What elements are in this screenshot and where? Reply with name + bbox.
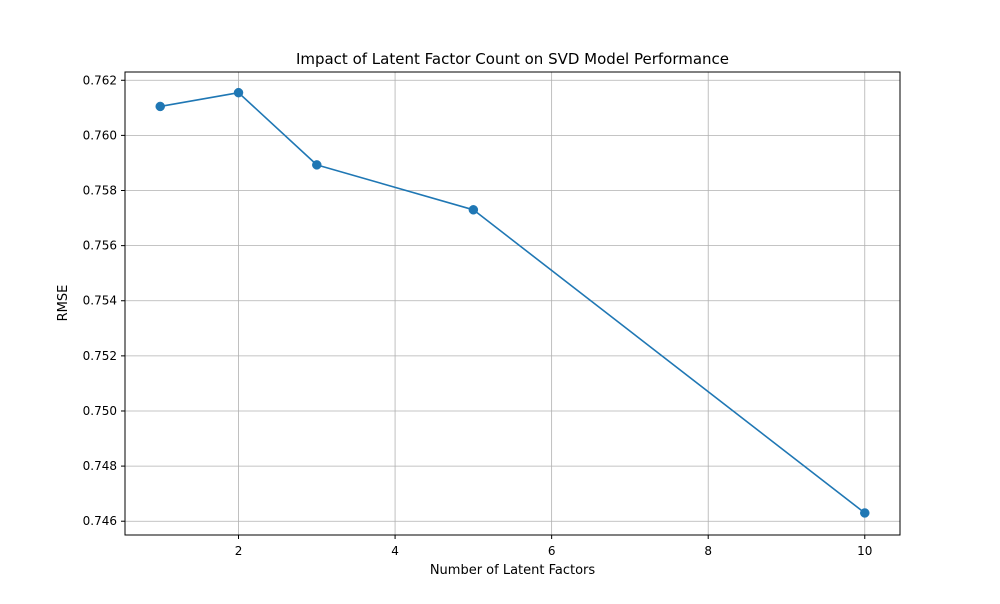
x-axis-label: Number of Latent Factors: [430, 563, 596, 578]
y-axis-label: RMSE: [56, 285, 71, 322]
data-point: [860, 508, 870, 518]
y-tick-label: 0.748: [83, 459, 117, 473]
data-series: [155, 87, 870, 518]
grid-lines: [125, 72, 900, 535]
data-point: [155, 101, 165, 112]
x-tick-label: 2: [235, 544, 243, 558]
x-tick-label: 10: [857, 544, 872, 558]
x-tick-label: 4: [391, 544, 399, 558]
x-tick-label: 8: [704, 544, 712, 558]
y-tick-label: 0.752: [83, 349, 117, 363]
data-point: [468, 205, 479, 215]
y-tick-label: 0.756: [83, 239, 117, 253]
chart-title: Impact of Latent Factor Count on SVD Mod…: [296, 50, 729, 68]
y-tick-label: 0.758: [83, 184, 117, 198]
y-tick-label: 0.760: [83, 128, 117, 142]
axes-frame: [124, 71, 901, 536]
y-tick-label: 0.754: [83, 294, 117, 308]
data-point: [233, 87, 244, 98]
axis-ticks: 2 4 6 8 10 0.746 0.748 0.750 0.752 0.754 0.756 0.75…: [83, 73, 873, 558]
y-tick-label: 0.746: [83, 514, 117, 528]
data-point: [312, 160, 322, 170]
y-tick-label: 0.750: [83, 404, 117, 418]
plot-area-frame: [124, 71, 901, 536]
x-tick-label: 6: [548, 544, 556, 558]
y-tick-label: 0.762: [83, 73, 117, 87]
